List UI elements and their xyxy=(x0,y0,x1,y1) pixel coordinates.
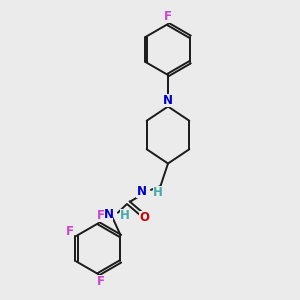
Text: F: F xyxy=(97,275,105,288)
Text: F: F xyxy=(97,209,105,222)
Text: O: O xyxy=(139,211,149,224)
Text: N: N xyxy=(163,94,173,107)
Text: F: F xyxy=(164,10,172,23)
Text: N: N xyxy=(103,208,113,221)
Text: H: H xyxy=(120,209,130,222)
Text: F: F xyxy=(66,225,74,238)
Text: N: N xyxy=(136,185,146,198)
Text: H: H xyxy=(153,186,163,199)
